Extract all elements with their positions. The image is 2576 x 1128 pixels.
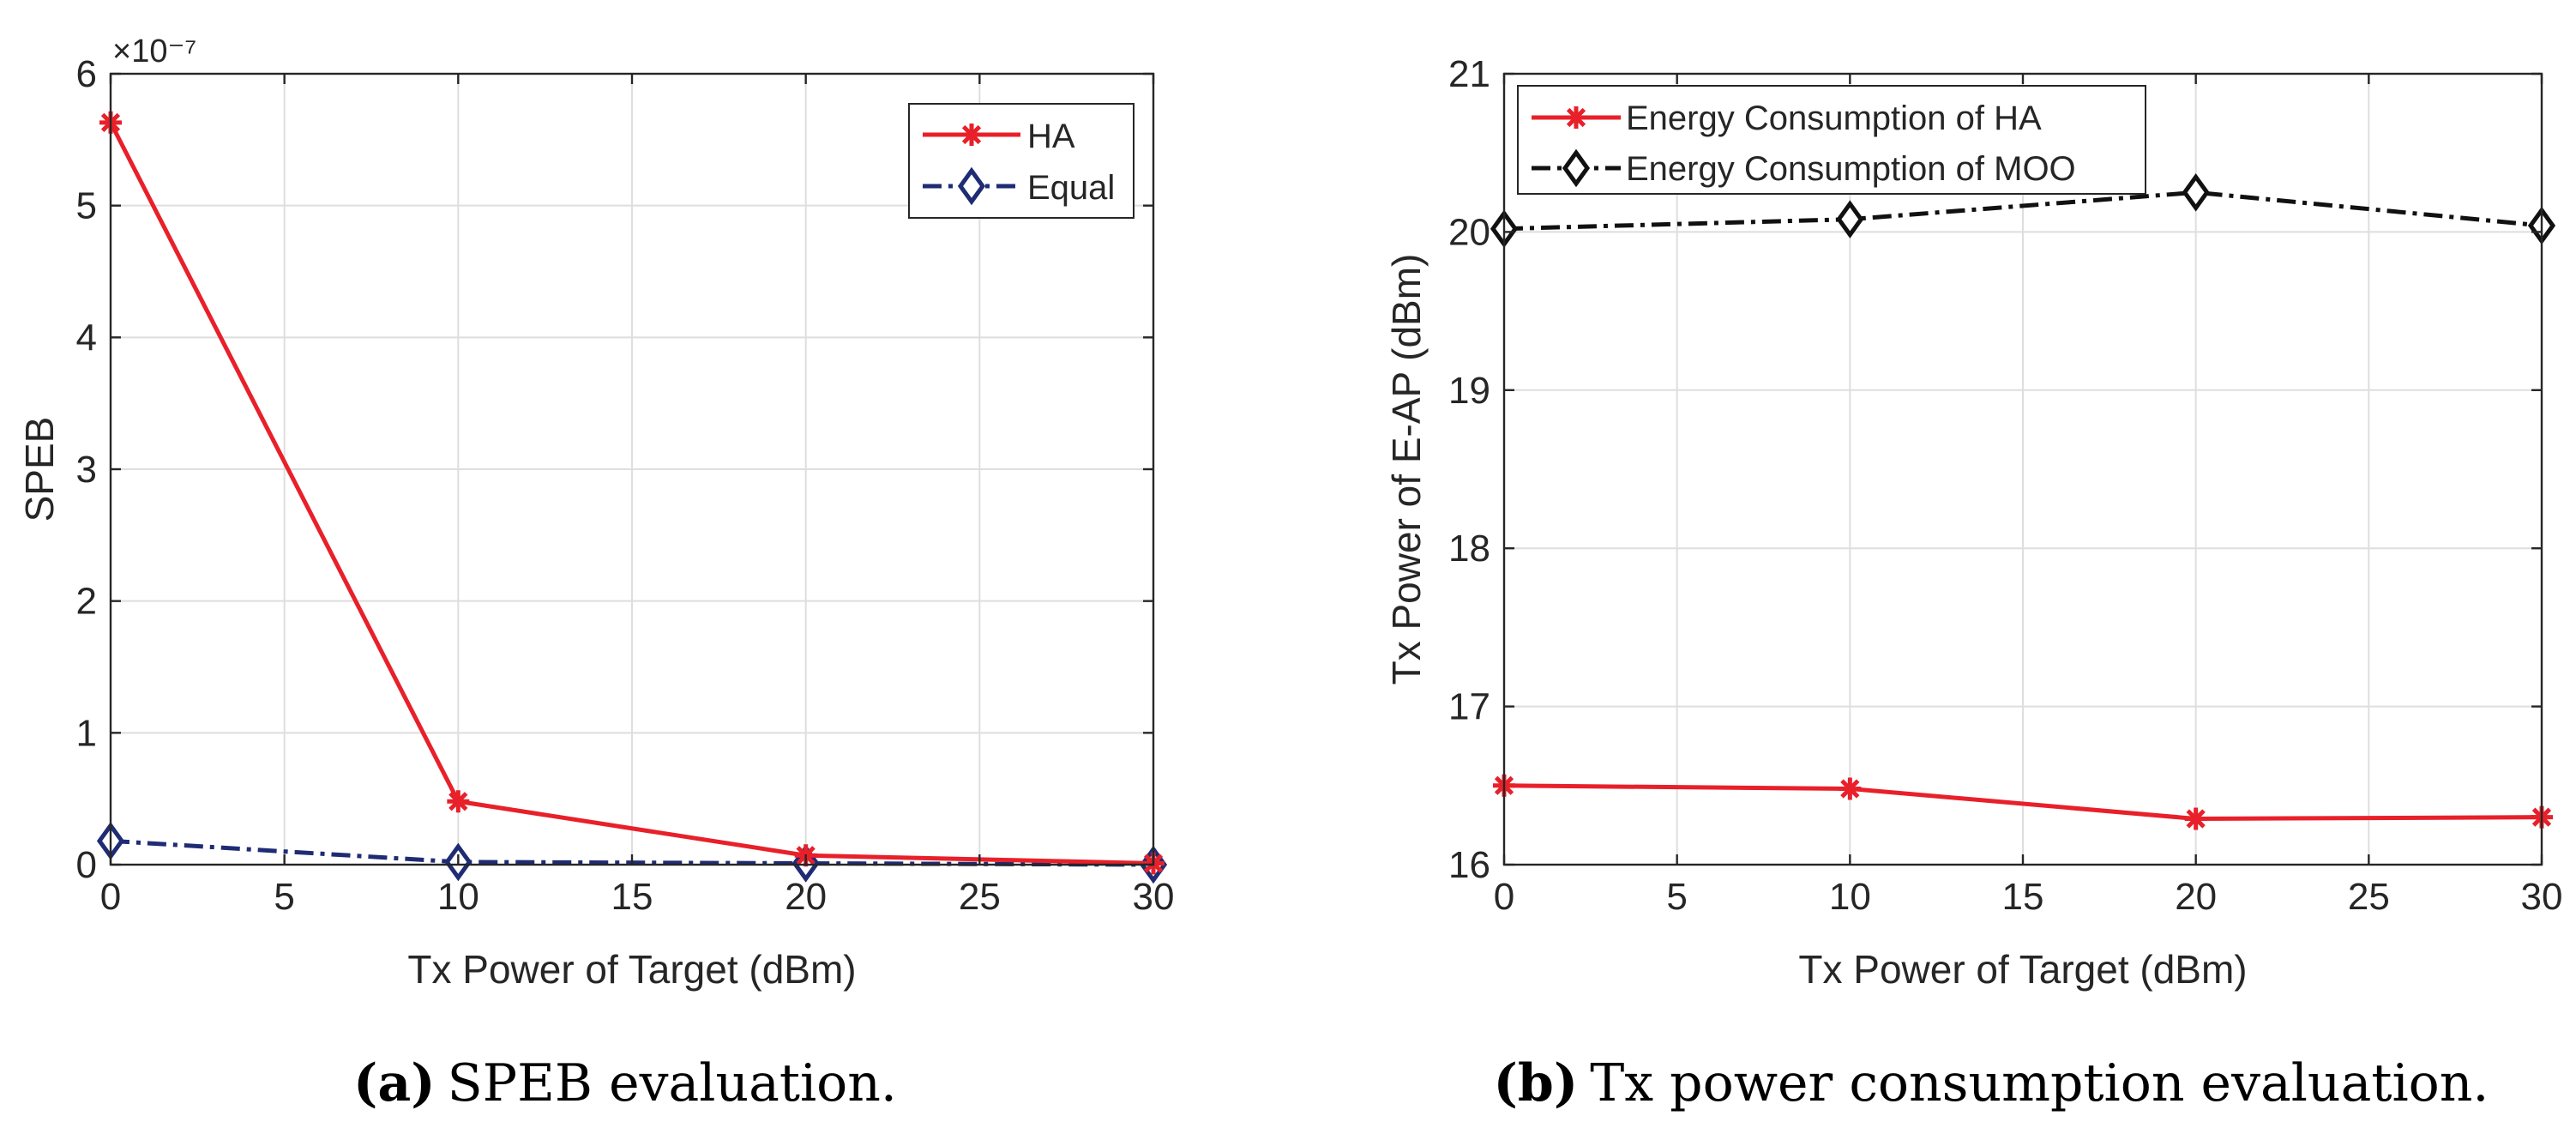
- chart-a-x-axis-label: Tx Power of Target (dBm): [407, 947, 856, 992]
- chart-b-data-point-0-2: [2184, 807, 2207, 830]
- chart-b-caption: (b) Tx power consumption evaluation.: [1494, 1053, 2489, 1113]
- chart-b-series-line-0: [1503, 783, 2543, 822]
- chart-b-data-point-1-1: [1836, 200, 1864, 238]
- chart-a-y-tick-label: 4: [76, 317, 97, 359]
- chart-a-caption-text: SPEB evaluation.: [448, 1053, 897, 1113]
- chart-b-caption-label: (b): [1494, 1053, 1579, 1113]
- chart-a-exponent-label: ×10⁻⁷: [112, 33, 196, 69]
- chart-a-legend-marker-ha: [960, 124, 983, 146]
- chart-a-legend-marker-equal: [957, 166, 986, 206]
- chart-b-x-tick-label: 30: [2521, 876, 2563, 918]
- chart-b-data-point-1-2: [2182, 173, 2210, 212]
- chart-b-y-tick-label: 19: [1448, 370, 1490, 412]
- chart-b-series: [1490, 173, 2556, 830]
- chart-a-x-tick-label: 5: [274, 876, 294, 918]
- chart-b-caption-text: Tx power consumption evaluation.: [1590, 1053, 2489, 1113]
- chart-a-speb: 0 5 10 15 20 25 30 0 1 2 3 4 5 6 ×10⁻⁷ Tx Power of Ta…: [17, 33, 1174, 1113]
- chart-a-legend-marker-glyph-1: [957, 166, 986, 206]
- chart-a-y-tick-label: 6: [76, 53, 97, 95]
- chart-a-x-tick-label: 25: [959, 876, 1001, 918]
- chart-a-legend-box: [908, 103, 1135, 219]
- chart-b-tx-power: 0 5 10 15 20 25 30 16 17 18 19 20 21 Tx Power of Tar…: [1384, 53, 2562, 1113]
- chart-a-legend-label-ha: HA: [1027, 118, 1075, 155]
- chart-b-x-tick-label: 20: [2175, 876, 2217, 918]
- chart-a-caption: (a) SPEB evaluation.: [353, 1053, 897, 1113]
- chart-b-x-axis-label: Tx Power of Target (dBm): [1798, 947, 2247, 992]
- chart-b-legend-marker-ha: [1565, 106, 1587, 129]
- chart-b-legend-marker-glyph-0: [1565, 106, 1587, 129]
- chart-a-x-tick-label: 30: [1133, 876, 1175, 918]
- chart-b-y-tick-label: 21: [1448, 53, 1490, 95]
- chart-a-y-axis-label: SPEB: [17, 417, 62, 522]
- chart-a-legend: HA Equal: [908, 103, 1135, 219]
- chart-a-ticks: 0 5 10 15 20 25 30 0 1 2 3 4 5 6: [76, 53, 1175, 918]
- chart-b-y-tick-label: 18: [1448, 528, 1490, 570]
- chart-b-ticks: 0 5 10 15 20 25 30 16 17 18 19 20 21: [1448, 53, 2562, 918]
- chart-b-data-point-0-1: [1839, 777, 1862, 800]
- chart-a-y-tick-label: 2: [76, 581, 97, 623]
- chart-b-x-tick-label: 25: [2348, 876, 2390, 918]
- chart-b-x-tick-label: 5: [1666, 876, 1687, 918]
- chart-a-y-tick-label: 5: [76, 185, 97, 227]
- chart-a-legend-marker-glyph-0: [960, 124, 983, 146]
- chart-b-x-tick-label: 10: [1829, 876, 1871, 918]
- chart-a-caption-label: (a): [353, 1053, 436, 1113]
- chart-b-x-tick-label: 0: [1494, 876, 1514, 918]
- chart-b-legend-marker-glyph-1: [1562, 148, 1591, 188]
- chart-b-legend-marker-moo: [1562, 148, 1591, 188]
- chart-a-y-tick-label: 3: [76, 449, 97, 491]
- chart-a-y-tick-label: 1: [76, 712, 97, 754]
- chart-b-y-tick-label: 17: [1448, 686, 1490, 728]
- chart-b-series-line-1: [1503, 190, 2543, 232]
- chart-a-x-tick-label: 20: [785, 876, 827, 918]
- chart-a-x-tick-label: 0: [100, 876, 121, 918]
- chart-b-y-tick-label: 20: [1448, 211, 1490, 253]
- chart-b-legend-label-ha: Energy Consumption of HA: [1626, 100, 2042, 137]
- chart-a-legend-label-equal: Equal: [1027, 169, 1115, 207]
- chart-b-legend: Energy Consumption of HA Energy Consumpt…: [1517, 85, 2146, 195]
- chart-b-x-tick-label: 15: [2002, 876, 2044, 918]
- chart-b-legend-box: [1517, 85, 2146, 195]
- chart-b-legend-label-moo: Energy Consumption of MOO: [1626, 150, 2076, 188]
- chart-a-x-tick-label: 10: [437, 876, 479, 918]
- chart-a-x-tick-label: 15: [611, 876, 653, 918]
- chart-a-data-point-0-1: [447, 790, 470, 813]
- chart-a-y-tick-label: 0: [76, 844, 97, 886]
- chart-b-y-tick-label: 16: [1448, 844, 1490, 886]
- chart-b-y-axis-label: Tx Power of E-AP (dBm): [1384, 254, 1429, 685]
